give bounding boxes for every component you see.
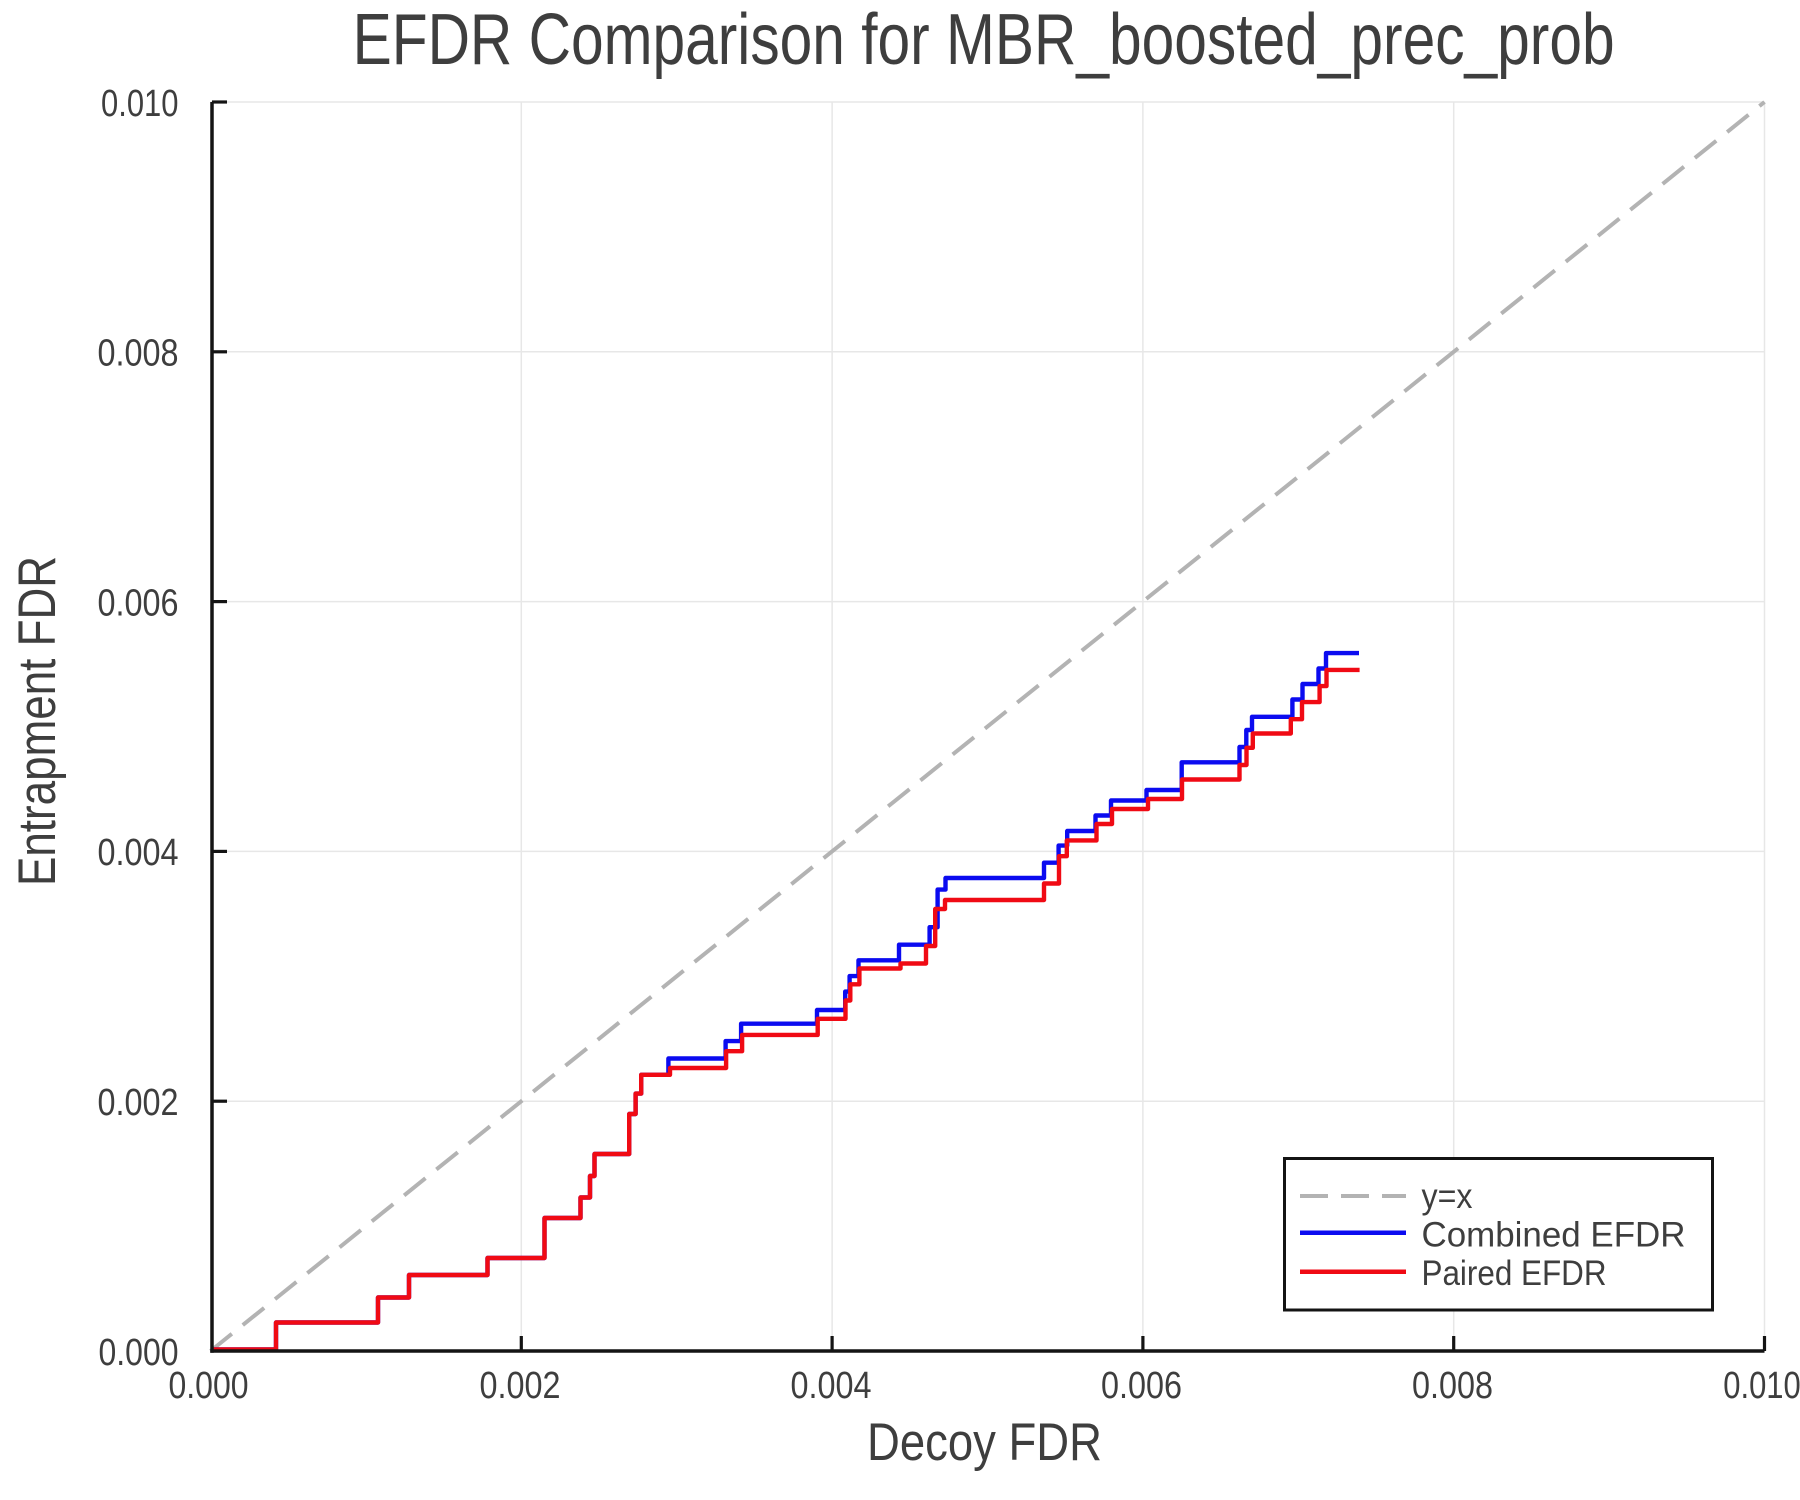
- svg-text:0.006: 0.006: [98, 582, 179, 624]
- svg-text:0.000: 0.000: [169, 1365, 249, 1407]
- svg-text:Entrapment FDR: Entrapment FDR: [8, 556, 67, 886]
- svg-text:0.008: 0.008: [98, 333, 179, 375]
- svg-text:Decoy FDR: Decoy FDR: [867, 1413, 1102, 1472]
- svg-text:y=x: y=x: [1422, 1177, 1473, 1216]
- svg-text:0.004: 0.004: [98, 832, 179, 874]
- svg-text:0.004: 0.004: [791, 1365, 872, 1407]
- svg-text:0.010: 0.010: [1723, 1365, 1800, 1407]
- svg-text:0.002: 0.002: [480, 1365, 561, 1407]
- svg-text:0.008: 0.008: [1412, 1365, 1493, 1407]
- svg-text:Paired EFDR: Paired EFDR: [1422, 1254, 1607, 1293]
- svg-text:0.010: 0.010: [101, 83, 179, 125]
- svg-text:Combined EFDR: Combined EFDR: [1422, 1215, 1686, 1254]
- svg-text:0.000: 0.000: [99, 1332, 179, 1374]
- svg-text:0.002: 0.002: [98, 1082, 179, 1124]
- svg-text:EFDR Comparison for MBR_booste: EFDR Comparison for MBR_boosted_prec_pro…: [353, 0, 1615, 80]
- svg-text:0.006: 0.006: [1101, 1365, 1182, 1407]
